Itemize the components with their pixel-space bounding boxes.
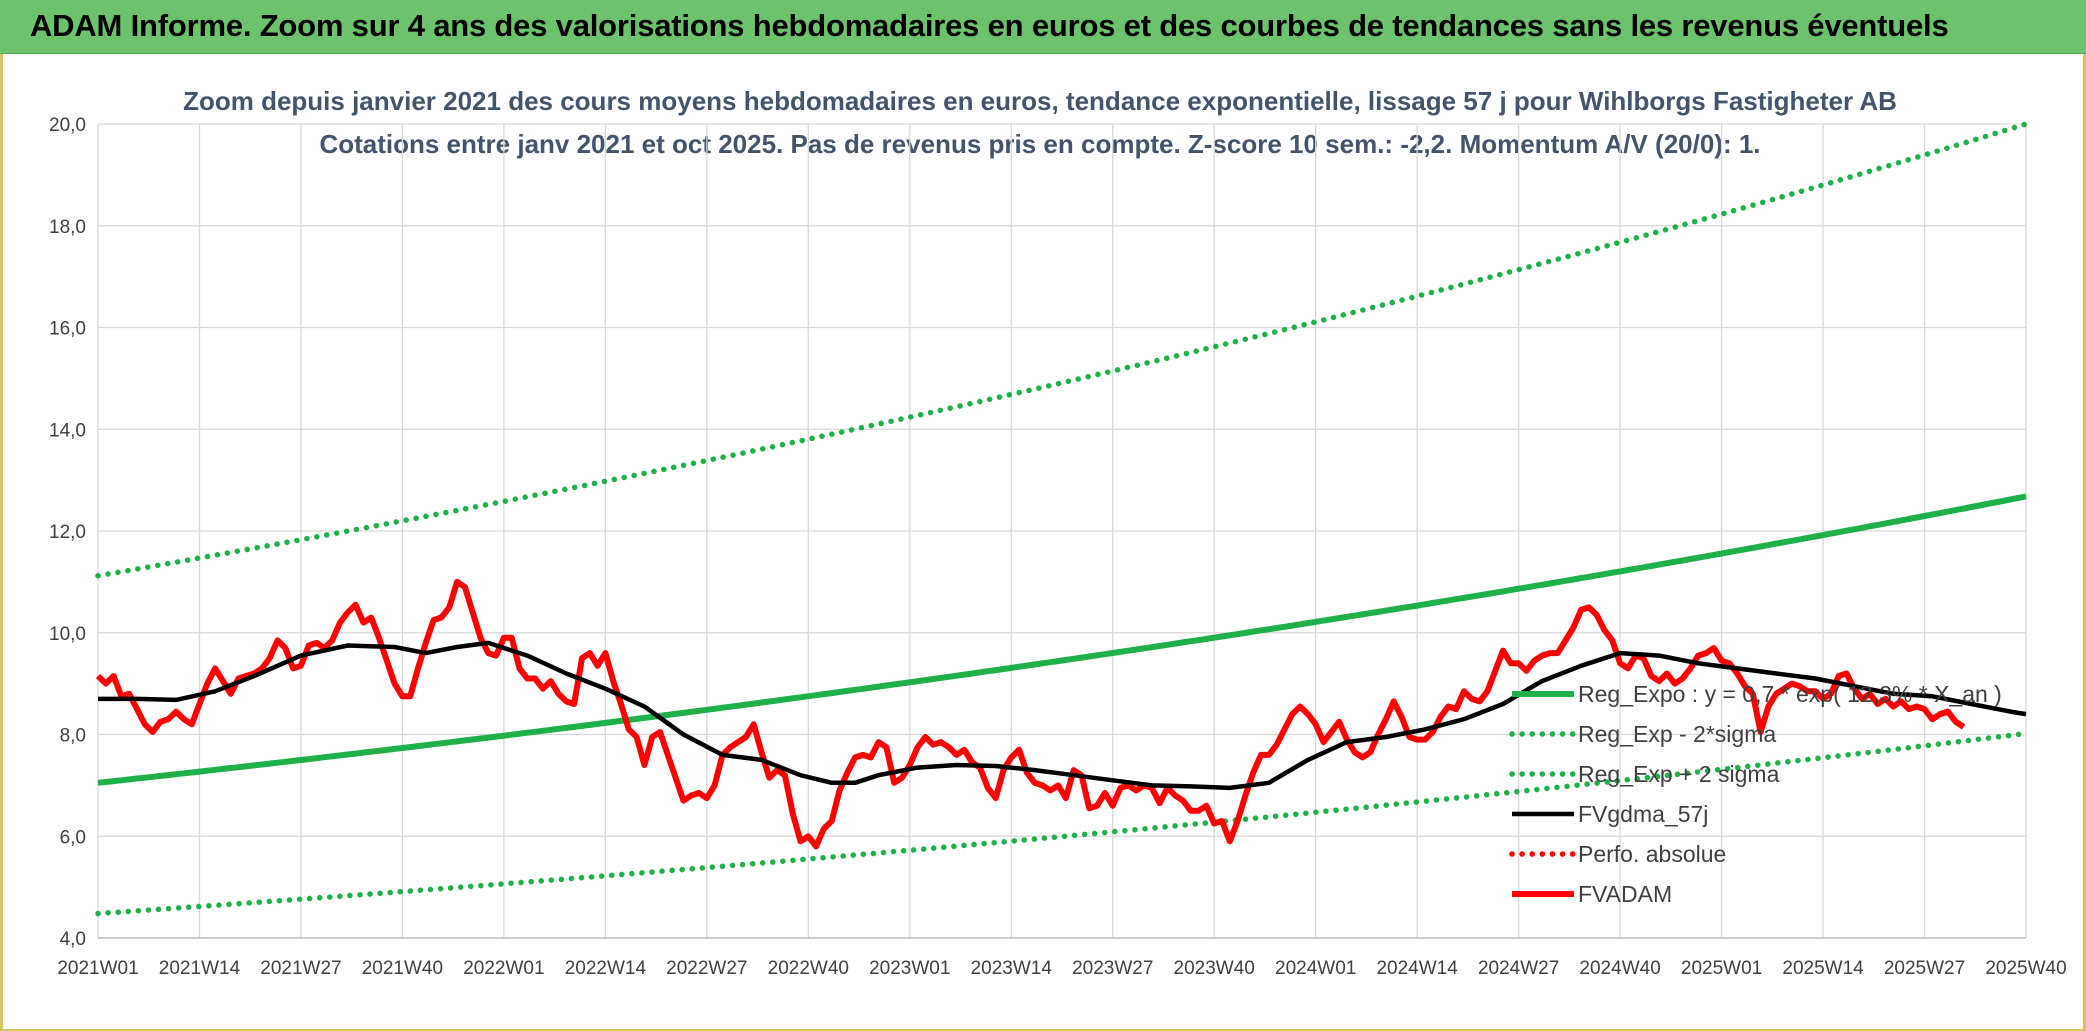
x-tick-label: 2025W40 [1985, 958, 2066, 979]
series-line-smooth [98, 640, 2027, 791]
x-tick-label: 2024W27 [1478, 958, 1559, 979]
x-tick-label: 2023W14 [971, 958, 1053, 979]
x-tick-label: 2021W40 [362, 958, 443, 979]
y-tick-label: 10,0 [49, 624, 86, 645]
axis-ticks: 4,0 6,0 8,0 10,0 12,0 14,0 16,0 18,0 20,0 2021W01… [49, 115, 2067, 979]
x-tick-label: 2025W14 [1782, 958, 1864, 979]
legend-label: FVgdma_57j [1578, 801, 1708, 827]
series-line-price [95, 578, 1966, 850]
y-tick-label: 4,0 [60, 929, 86, 950]
x-tick-label: 2021W14 [159, 958, 241, 979]
x-tick-label: 2021W27 [260, 958, 341, 979]
x-tick-label: 2022W27 [666, 958, 747, 979]
x-tick-label: 2022W40 [768, 958, 849, 979]
y-tick-label: 12,0 [49, 522, 86, 543]
x-tick-label: 2022W01 [463, 958, 544, 979]
x-tick-label: 2024W40 [1579, 958, 1660, 979]
x-tick-label: 2023W40 [1174, 958, 1255, 979]
legend-label: Reg_Exp + 2 sigma [1578, 761, 1780, 787]
y-tick-label: 20,0 [49, 115, 86, 136]
banner-title: ADAM Informe. Zoom sur 4 ans des valoris… [30, 8, 1949, 43]
x-tick-label: 2024W14 [1376, 958, 1458, 979]
y-tick-label: 6,0 [60, 827, 86, 848]
x-tick-label: 2021W01 [57, 958, 138, 979]
legend-label: Perfo. absolue [1578, 841, 1726, 867]
x-tick-label: 2022W14 [565, 958, 647, 979]
x-tick-label: 2023W01 [869, 958, 950, 979]
y-tick-label: 14,0 [49, 420, 86, 441]
series-line-sigma_low [95, 730, 2029, 917]
legend: Reg_Expo : y = 0,7 * exp( 12,3% * X_an )… [1509, 681, 2002, 907]
series-group [95, 121, 2029, 917]
series-line-trend [97, 493, 2027, 786]
x-tick-label: 2023W27 [1072, 958, 1153, 979]
y-tick-label: 16,0 [49, 319, 86, 340]
legend-label: FVADAM [1578, 881, 1672, 907]
chart-subtitle: Cotations entre janv 2021 et oct 2025. P… [319, 129, 1760, 159]
report-banner: ADAM Informe. Zoom sur 4 ans des valoris… [0, 0, 2086, 54]
legend-label: Reg_Exp - 2*sigma [1578, 721, 1776, 747]
x-tick-label: 2025W01 [1681, 958, 1762, 979]
x-tick-label: 2024W01 [1275, 958, 1356, 979]
x-tick-label: 2025W27 [1884, 958, 1965, 979]
gridlines [97, 123, 2027, 939]
series-line-sigma_high [95, 121, 2029, 579]
legend-label: Reg_Expo : y = 0,7 * exp( 12,3% * X_an ) [1578, 681, 2002, 707]
y-tick-label: 18,0 [49, 217, 86, 238]
chart-title: Zoom depuis janvier 2021 des cours moyen… [183, 86, 1897, 116]
y-tick-label: 8,0 [60, 726, 86, 747]
